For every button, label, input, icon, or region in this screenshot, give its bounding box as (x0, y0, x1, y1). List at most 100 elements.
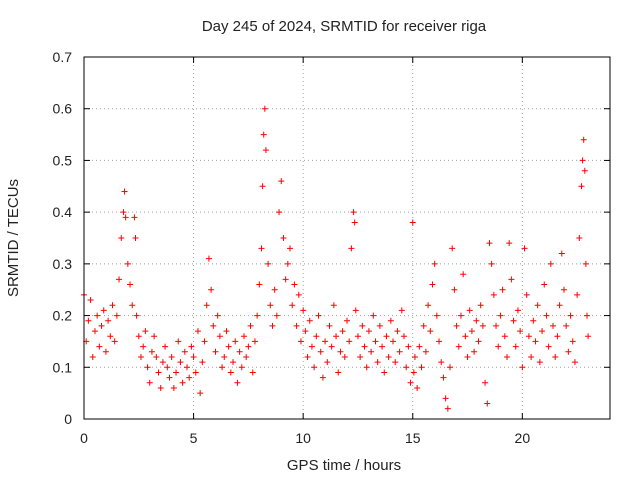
y-tick-label: 0.2 (53, 308, 73, 324)
data-point (131, 214, 138, 221)
data-point (159, 359, 166, 366)
data-point (560, 286, 567, 293)
data-point (132, 235, 139, 241)
data-point (352, 307, 359, 314)
data-point (102, 348, 109, 355)
x-tick-label: 15 (405, 430, 421, 446)
data-point (113, 312, 120, 319)
data-point (219, 364, 226, 371)
axis-ticks: 0 0.1 0.2 0.3 0.4 0.5 0.6 0.7 0 5 10 15 20 (53, 49, 610, 446)
data-point (322, 338, 329, 345)
data-point (339, 328, 346, 335)
data-point (359, 322, 366, 329)
data-point (501, 333, 508, 340)
data-point (173, 369, 180, 376)
data-point (517, 328, 524, 335)
y-tick-label: 0 (64, 411, 72, 427)
data-point (460, 271, 467, 278)
y-tick-label: 0.3 (53, 256, 73, 272)
data-point (164, 364, 171, 371)
data-point (346, 338, 353, 345)
data-point (552, 353, 559, 360)
x-axis-label: GPS time / hours (287, 457, 401, 474)
data-point (234, 379, 241, 386)
data-point (449, 245, 456, 252)
data-point (94, 312, 101, 319)
data-point (190, 353, 197, 360)
data-point (212, 348, 219, 355)
data-point (447, 364, 454, 371)
data-point (536, 359, 543, 366)
data-point (519, 364, 526, 371)
data-point (245, 343, 252, 350)
data-point (558, 250, 565, 257)
data-point (534, 302, 541, 309)
data-point (181, 348, 188, 355)
data-point (287, 245, 294, 252)
data-point (418, 364, 425, 371)
data-point (582, 260, 589, 267)
data-point (488, 260, 495, 267)
data-point (451, 286, 458, 293)
data-point (361, 343, 368, 350)
y-tick-label: 0.6 (53, 101, 73, 117)
data-point (521, 245, 528, 252)
data-point (337, 348, 344, 355)
data-point (442, 395, 449, 402)
data-point (109, 302, 116, 309)
data-point (427, 328, 434, 335)
data-point (129, 302, 136, 309)
data-point (512, 343, 519, 350)
data-point (107, 333, 114, 340)
data-point (291, 281, 298, 288)
data-point (236, 348, 243, 355)
x-tick-label: 10 (295, 430, 311, 446)
data-point (197, 390, 204, 397)
x-tick-label: 5 (190, 430, 198, 446)
data-point (365, 328, 372, 335)
data-point (394, 328, 401, 335)
data-point (556, 302, 563, 309)
data-point (297, 338, 304, 345)
data-point (328, 343, 335, 350)
data-point (390, 338, 397, 345)
data-point (260, 131, 267, 138)
data-point (545, 343, 552, 350)
data-point (425, 302, 432, 309)
data-point (271, 286, 278, 293)
data-point (357, 353, 364, 360)
data-point (179, 379, 186, 386)
data-point (85, 317, 92, 324)
data-point (422, 348, 429, 355)
data-point (565, 348, 572, 355)
data-point (278, 178, 285, 185)
data-point (468, 328, 475, 335)
data-point (98, 322, 105, 329)
data-point (203, 302, 210, 309)
data-point (210, 322, 217, 329)
data-point (254, 312, 261, 319)
data-point (247, 322, 254, 329)
data-point (105, 317, 112, 324)
data-point (495, 343, 502, 350)
data-point (267, 302, 274, 309)
data-point (580, 136, 587, 143)
y-tick-label: 0.4 (53, 204, 73, 220)
data-point (464, 353, 471, 360)
x-tick-label: 0 (80, 430, 88, 446)
data-point (221, 353, 228, 360)
data-point (111, 338, 118, 345)
data-point (135, 333, 142, 340)
data-point (341, 353, 348, 360)
data-point (243, 353, 250, 360)
data-point (155, 369, 162, 376)
data-point (455, 343, 462, 350)
data-point (368, 348, 375, 355)
data-point (350, 209, 357, 216)
data-points (81, 105, 592, 412)
data-point (482, 379, 489, 386)
data-point (194, 328, 201, 335)
data-point (403, 364, 410, 371)
